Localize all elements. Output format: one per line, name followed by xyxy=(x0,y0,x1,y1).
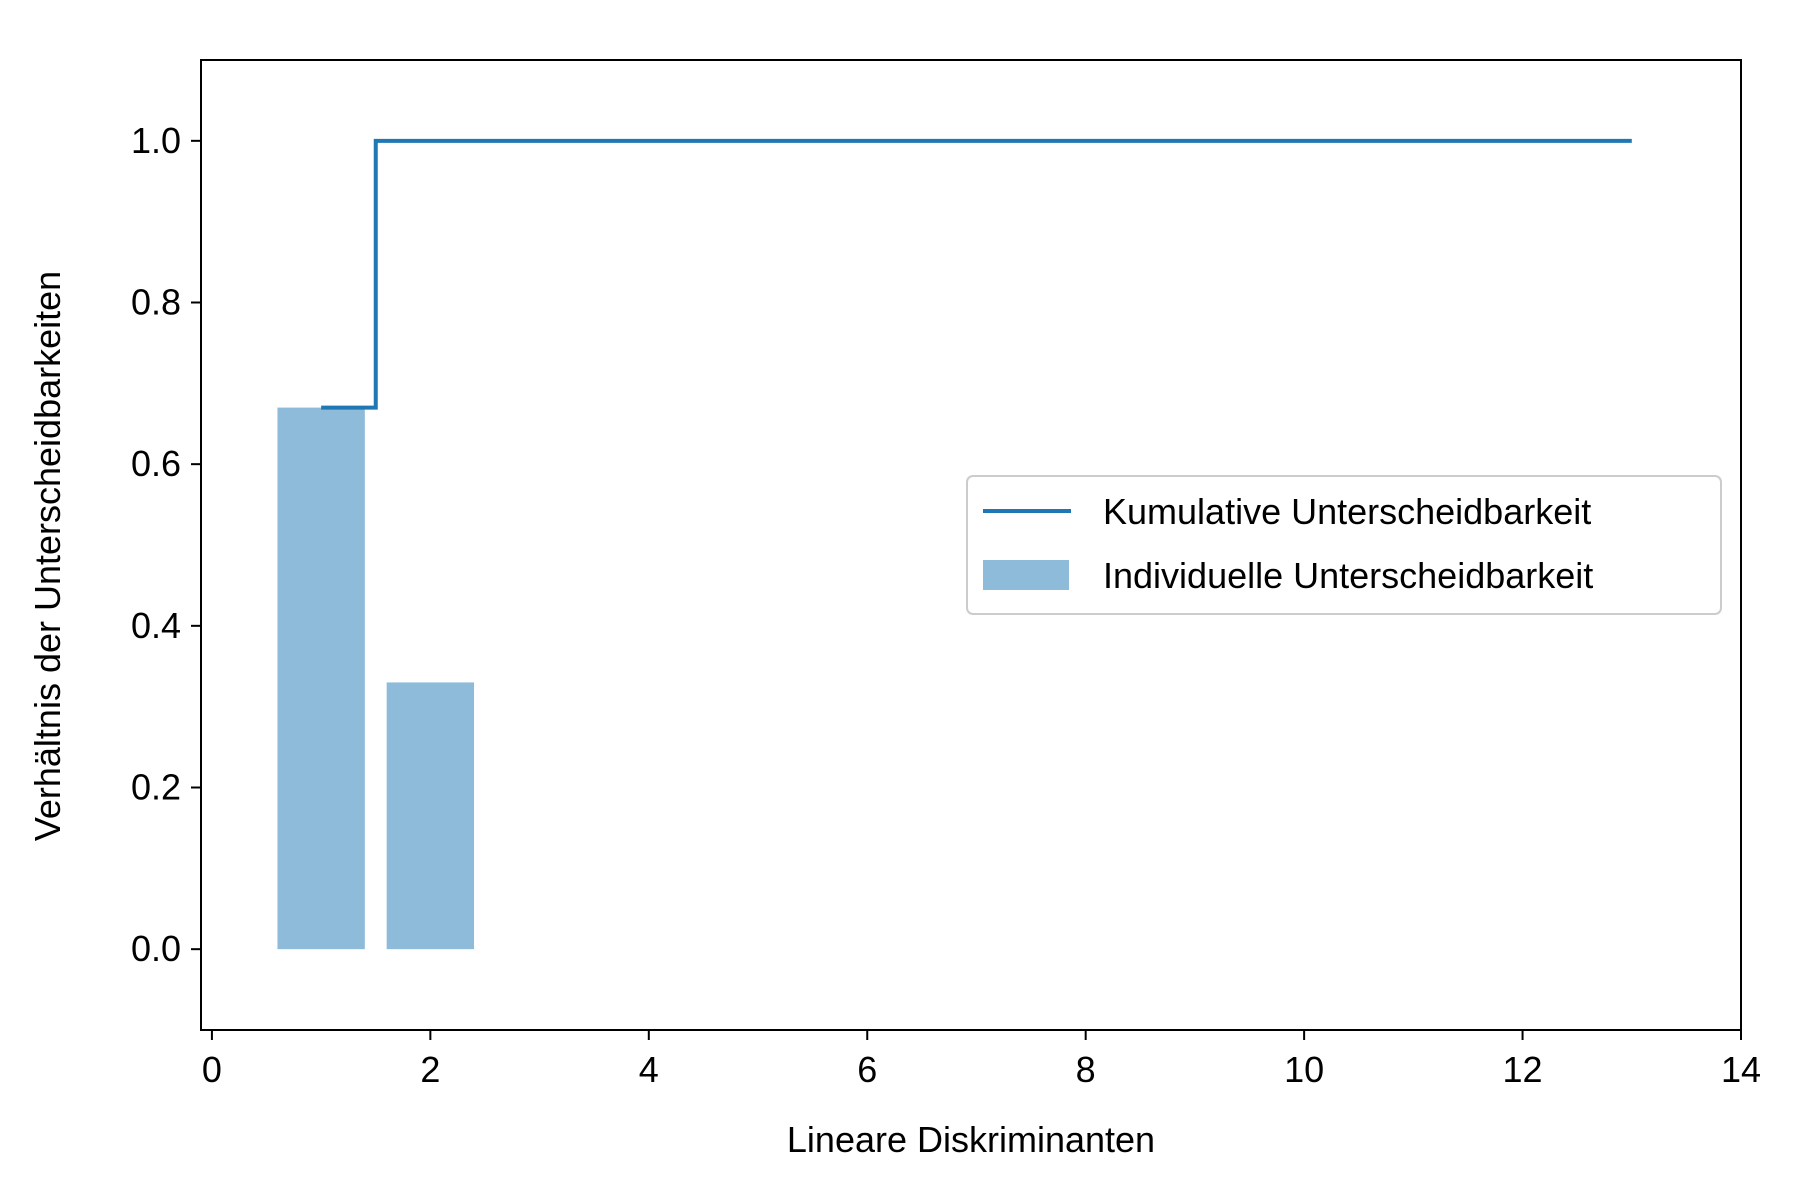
x-tick-label: 0 xyxy=(202,1049,222,1090)
x-axis: 0 2 4 6 8 10 12 14 xyxy=(202,1030,1761,1090)
legend-label-cumulative: Kumulative Unterscheidbarkeit xyxy=(1103,491,1591,532)
bar-2 xyxy=(386,682,475,950)
legend-label-individual: Individuelle Unterscheidbarkeit xyxy=(1103,555,1593,596)
line-layer xyxy=(321,138,1632,410)
x-tick-label: 2 xyxy=(420,1049,440,1090)
legend: Kumulative Unterscheidbarkeit Individuel… xyxy=(966,475,1722,615)
y-tick-label: 0.0 xyxy=(131,928,181,969)
legend-box xyxy=(966,475,1722,615)
plot-frame xyxy=(200,59,1742,1031)
x-tick-label: 10 xyxy=(1284,1049,1324,1090)
x-tick-label: 8 xyxy=(1076,1049,1096,1090)
x-tick-label: 14 xyxy=(1721,1049,1761,1090)
y-tick-label: 0.4 xyxy=(131,605,181,646)
legend-bar-swatch xyxy=(983,560,1069,590)
bar-1 xyxy=(277,407,365,950)
y-axis-label: Verhältnis der Unterscheidbarkeiten xyxy=(27,271,68,841)
cumulative-step-line xyxy=(321,138,1632,410)
y-tick-label: 0.6 xyxy=(131,443,181,484)
x-axis-label: Lineare Diskriminanten xyxy=(787,1119,1155,1160)
y-tick-label: 0.8 xyxy=(131,282,181,323)
x-tick-label: 6 xyxy=(857,1049,877,1090)
bars-layer xyxy=(277,407,475,950)
x-tick-label: 12 xyxy=(1503,1049,1543,1090)
y-tick-label: 1.0 xyxy=(131,120,181,161)
x-tick-label: 4 xyxy=(639,1049,659,1090)
y-tick-label: 0.2 xyxy=(131,767,181,808)
y-axis: 0.0 0.2 0.4 0.6 0.8 1.0 xyxy=(131,120,201,969)
